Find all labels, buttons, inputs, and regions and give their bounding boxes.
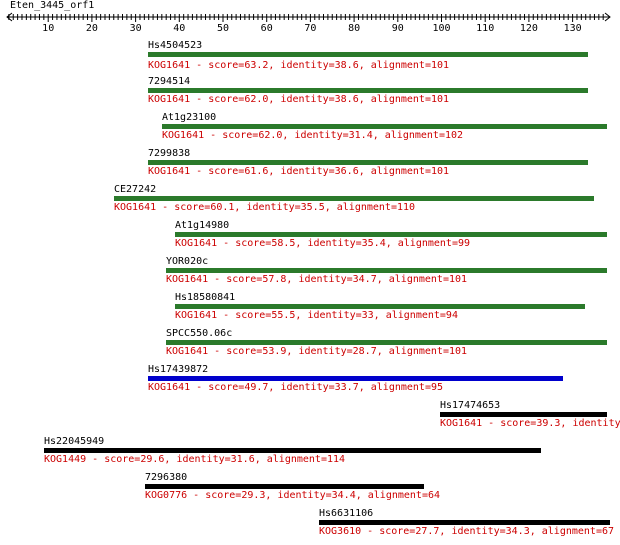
ruler-tick-label: 130 bbox=[564, 23, 582, 34]
hit-alignment-bar[interactable] bbox=[440, 412, 607, 417]
hit-label[interactable]: Hs6631106 bbox=[319, 508, 374, 519]
hit-alignment-bar[interactable] bbox=[148, 376, 563, 381]
hit-alignment-bar[interactable] bbox=[145, 484, 424, 489]
hit-description: KOG1449 - score=29.6, identity=31.6, ali… bbox=[44, 454, 346, 465]
hit-description: KOG1641 - score=61.6, identity=36.6, ali… bbox=[148, 166, 450, 177]
hit-label[interactable]: Hs4504523 bbox=[148, 40, 203, 51]
hit-label[interactable]: CE27242 bbox=[114, 184, 157, 195]
hit-description: KOG1641 - score=60.1, identity=35.5, ali… bbox=[114, 202, 416, 213]
hit-alignment-bar[interactable] bbox=[166, 268, 607, 273]
hit-label[interactable]: Hs22045949 bbox=[44, 436, 105, 447]
ruler-tick-label: 50 bbox=[217, 23, 229, 34]
hit-alignment-bar[interactable] bbox=[148, 52, 588, 57]
hit-description: KOG1641 - score=55.5, identity=33, align… bbox=[175, 310, 458, 321]
hit-description: KOG1641 - score=39.3, identity bbox=[440, 418, 620, 429]
hit-label[interactable]: Hs18580841 bbox=[175, 292, 236, 303]
ruler-tick-label: 30 bbox=[130, 23, 142, 34]
hit-alignment-bar[interactable] bbox=[114, 196, 594, 201]
hit-description: KOG3610 - score=27.7, identity=34.3, ali… bbox=[319, 526, 615, 537]
query-title: Eten_3445_orf1 bbox=[10, 0, 95, 11]
hit-label[interactable]: 7299838 bbox=[148, 148, 191, 159]
hit-alignment-bar[interactable] bbox=[44, 448, 541, 453]
hit-alignment-bar[interactable] bbox=[162, 124, 607, 129]
hit-label[interactable]: At1g23100 bbox=[162, 112, 217, 123]
hit-alignment-bar[interactable] bbox=[166, 340, 607, 345]
hit-label[interactable]: 7294514 bbox=[148, 76, 191, 87]
hit-description: KOG1641 - score=58.5, identity=35.4, ali… bbox=[175, 238, 471, 249]
ruler-left-arrow bbox=[6, 12, 13, 22]
hit-description: KOG1641 - score=62.0, identity=31.4, ali… bbox=[162, 130, 464, 141]
ruler-tick-label: 20 bbox=[86, 23, 98, 34]
ruler-tick-label: 70 bbox=[304, 23, 316, 34]
hit-alignment-bar[interactable] bbox=[148, 160, 588, 165]
ruler-tick-label: 10 bbox=[42, 23, 54, 34]
hit-description: KOG1641 - score=57.8, identity=34.7, ali… bbox=[166, 274, 468, 285]
hit-description: KOG1641 - score=53.9, identity=28.7, ali… bbox=[166, 346, 468, 357]
hit-alignment-bar[interactable] bbox=[175, 232, 607, 237]
ruler-tick-label: 60 bbox=[261, 23, 273, 34]
hit-description: KOG0776 - score=29.3, identity=34.4, ali… bbox=[145, 490, 441, 501]
hit-description: KOG1641 - score=63.2, identity=38.6, ali… bbox=[148, 60, 450, 71]
hit-label[interactable]: SPCC550.06c bbox=[166, 328, 233, 339]
hit-label[interactable]: Hs17439872 bbox=[148, 364, 209, 375]
ruler-tick-label: 120 bbox=[520, 23, 538, 34]
ruler-tick-label: 90 bbox=[392, 23, 404, 34]
ruler-tick-label: 100 bbox=[432, 23, 450, 34]
hit-alignment-bar[interactable] bbox=[175, 304, 585, 309]
ruler-tick-label: 110 bbox=[476, 23, 494, 34]
hit-label[interactable]: At1g14980 bbox=[175, 220, 230, 231]
hit-description: KOG1641 - score=62.0, identity=38.6, ali… bbox=[148, 94, 450, 105]
ruler-tick-label: 80 bbox=[348, 23, 360, 34]
position-ruler: 10 20 30 40 50 60 70 80 90 100 110 120 130 bbox=[6, 12, 611, 34]
hit-alignment-bar[interactable] bbox=[319, 520, 610, 525]
hit-label[interactable]: YOR020c bbox=[166, 256, 209, 267]
hit-description: KOG1641 - score=49.7, identity=33.7, ali… bbox=[148, 382, 444, 393]
ruler-tick-label: 40 bbox=[173, 23, 185, 34]
hit-alignment-bar[interactable] bbox=[148, 88, 588, 93]
hit-label[interactable]: Hs17474653 bbox=[440, 400, 501, 411]
ruler-right-arrow bbox=[604, 12, 611, 22]
hit-label[interactable]: 7296380 bbox=[145, 472, 188, 483]
